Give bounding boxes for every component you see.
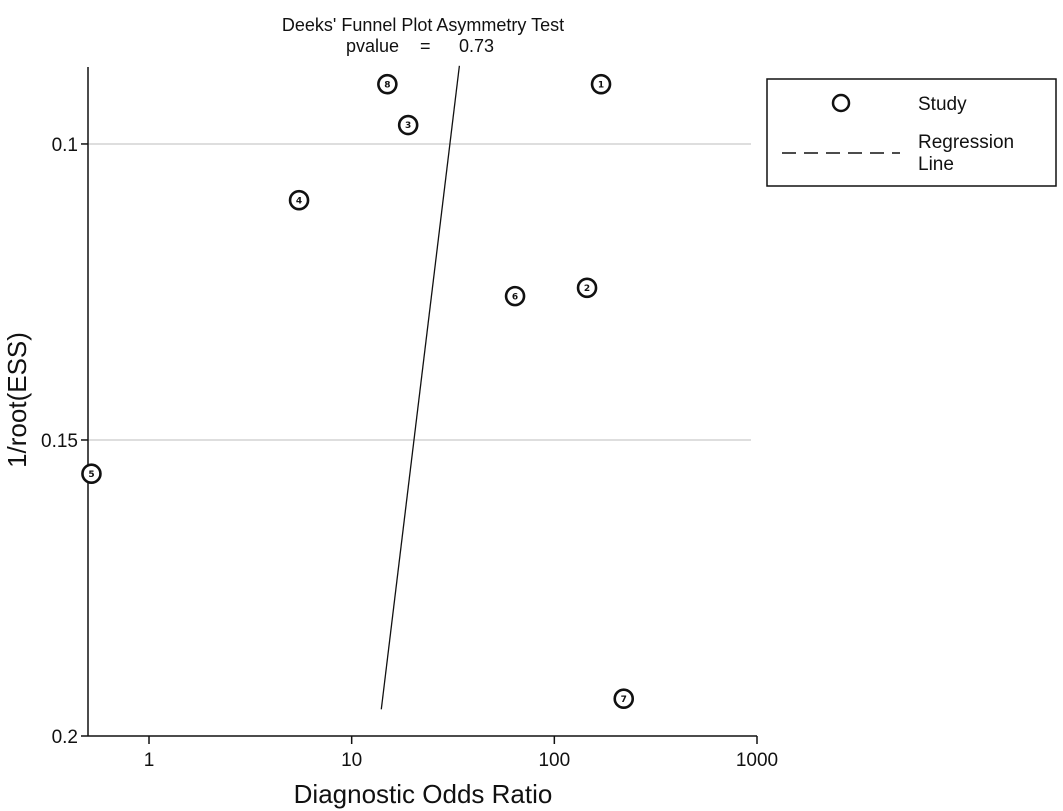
- subtitle-value: 0.73: [459, 36, 494, 56]
- regression-line: [380, 65, 461, 710]
- y-tick-label-0: 0.1: [52, 135, 78, 156]
- study-point-6: 6: [504, 285, 526, 307]
- axes: [87, 67, 757, 737]
- study-point-7: 7: [613, 688, 635, 710]
- x-axis-title: Diagnostic Odds Ratio: [294, 779, 553, 809]
- x-tick-label-1: 10: [341, 750, 362, 771]
- study-marker-8: [377, 73, 398, 95]
- study-points: 1 2 3 4 5 6 7 8: [81, 73, 635, 710]
- study-label-4: 4: [296, 196, 302, 206]
- chart-title: Deeks' Funnel Plot Asymmetry Test: [282, 15, 564, 35]
- study-marker-7: [613, 688, 635, 710]
- x-tick-label-2: 100: [538, 750, 570, 771]
- x-tick-label-3: 1000: [736, 750, 778, 771]
- study-label-2: 2: [584, 284, 590, 294]
- study-point-5: 5: [81, 463, 102, 485]
- study-marker-5: [81, 463, 102, 485]
- y-axis-ticks: 0.1 0.15 0.2: [41, 135, 88, 748]
- study-label-3: 3: [405, 121, 411, 131]
- legend-regression-label: Regression Line: [918, 132, 1019, 175]
- study-label-8: 8: [384, 80, 390, 90]
- y-axis-title: 1/root(ESS): [2, 332, 32, 468]
- study-label-6: 6: [512, 292, 518, 302]
- legend-box: [766, 78, 1057, 187]
- subtitle-sep: =: [420, 36, 431, 56]
- legend: Study Regression Line: [766, 78, 1057, 187]
- y-tick-label-1: 0.15: [41, 431, 78, 452]
- study-marker-1: [590, 73, 612, 95]
- x-tick-label-0: 1: [144, 750, 155, 771]
- study-label-1: 1: [598, 80, 604, 90]
- y-tick-label-2: 0.2: [52, 727, 78, 748]
- study-marker-2: [576, 277, 598, 299]
- legend-study-marker: [831, 93, 851, 113]
- study-point-8: 8: [377, 73, 398, 95]
- study-point-1: 1: [590, 73, 612, 95]
- study-marker-3: [397, 114, 419, 136]
- study-label-5: 5: [88, 470, 94, 480]
- gridlines: [88, 143, 751, 441]
- study-point-2: 2: [576, 277, 598, 299]
- study-marker-4: [288, 189, 310, 211]
- legend-study-label: Study: [918, 94, 967, 115]
- study-label-7: 7: [621, 695, 627, 705]
- regression-line-group: [380, 65, 461, 710]
- study-marker-6: [504, 285, 526, 307]
- study-point-3: 3: [397, 114, 419, 136]
- x-axis-ticks: 1 10 100 1000: [144, 736, 778, 771]
- chart-subtitle: pvalue = 0.73: [346, 36, 494, 56]
- subtitle-label: pvalue: [346, 36, 399, 56]
- study-point-4: 4: [288, 189, 310, 211]
